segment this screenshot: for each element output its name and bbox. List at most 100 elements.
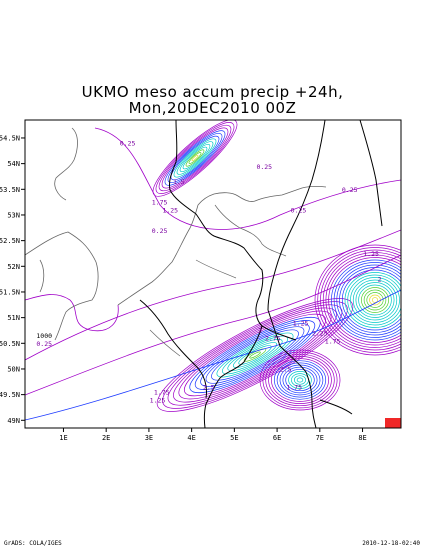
y-tick-label: 52.5N <box>0 237 20 245</box>
contour-label: 0.25 <box>152 227 168 235</box>
precip-contour <box>156 298 354 412</box>
y-tick-label: 50.5N <box>0 340 20 348</box>
precip-contour <box>200 323 310 387</box>
x-tick-label: 8E <box>358 434 366 442</box>
contour-label-layer: 0.250.250.250.250.250.2510001.751.51.251… <box>36 140 381 405</box>
precip-contour <box>328 257 401 343</box>
y-tick-label: 53N <box>7 211 20 219</box>
y-tick-label: 50N <box>7 365 20 373</box>
precip-contour <box>273 360 327 400</box>
precip-contour <box>185 149 205 167</box>
precip-contour <box>268 356 332 404</box>
y-tick-label: 52N <box>7 263 20 271</box>
island-coast <box>39 127 78 293</box>
map-title-line2: Mon,20DEC2010 00Z <box>128 99 297 117</box>
precip-contour <box>182 146 208 170</box>
precip-contour <box>293 375 307 385</box>
precip-contour <box>178 310 332 400</box>
precip-contour <box>331 259 401 341</box>
precip-contour <box>282 366 318 394</box>
contour-label: 0.25 <box>120 140 136 148</box>
precip-contour <box>371 297 379 303</box>
precip-contour <box>325 254 401 346</box>
y-tick-label: 54N <box>7 160 20 168</box>
precip-contour <box>352 279 398 321</box>
precip-contour <box>164 130 226 186</box>
y-tick-label: 49N <box>7 417 20 425</box>
precip-contour <box>347 274 401 326</box>
precip-contour <box>162 301 348 409</box>
precip-contour <box>161 127 229 189</box>
y-tick-label: 54.5N <box>0 134 20 142</box>
contour-label: 1.75 <box>325 337 341 345</box>
map-frame <box>24 119 402 429</box>
precip-contour <box>363 289 387 311</box>
coastline <box>25 185 327 341</box>
precip-contour <box>25 229 401 361</box>
precip-contour <box>25 254 401 396</box>
x-tick-label: 2E <box>102 434 110 442</box>
precip-contour <box>183 313 327 397</box>
x-tick-label: 5E <box>230 434 238 442</box>
precip-contour <box>361 287 389 313</box>
precip-contour <box>205 326 305 384</box>
y-tick-label: 51N <box>7 314 20 322</box>
contour-label: 1.25 <box>162 206 178 214</box>
x-tick-label: 3E <box>145 434 153 442</box>
precip-contour <box>355 282 395 318</box>
contour-label: 2.5 <box>203 384 215 392</box>
map-frame-bg <box>25 120 401 428</box>
precip-contour <box>336 264 401 336</box>
x-axis-ticks: 1E 2E 3E 4E 5E 6E 7E 8E <box>59 428 367 442</box>
precip-contour <box>176 141 214 175</box>
precip-contour <box>249 351 261 359</box>
precip-contour <box>188 152 202 164</box>
precip-contour <box>216 332 294 378</box>
precip-contour <box>358 284 392 316</box>
precip-contour <box>221 335 289 375</box>
precip-contour <box>238 345 272 365</box>
contour-label: 2.25 <box>312 330 328 338</box>
precip-contour <box>158 124 232 192</box>
contour-label: 0.25 <box>342 186 358 194</box>
contour-label: 0.25 <box>256 163 272 171</box>
precip-max-patch <box>385 418 401 428</box>
precip-contour <box>155 122 235 194</box>
precip-contour <box>232 342 278 368</box>
precip-contour <box>25 294 119 332</box>
contour-label: 1.25 <box>150 396 166 404</box>
x-tick-label: 7E <box>316 434 324 442</box>
x-tick-label: 1E <box>59 434 67 442</box>
precip-contour <box>25 289 401 421</box>
contour-label: 1000 <box>36 332 52 340</box>
contour-label: 1.75 <box>152 199 168 207</box>
precip-contour <box>211 329 299 381</box>
contour-label: 3 <box>258 327 262 335</box>
precip-contour <box>350 277 400 323</box>
precip-contour <box>265 353 335 407</box>
inland-lines <box>149 204 287 357</box>
contour-label: 2.75 <box>265 335 281 343</box>
precip-contour <box>262 351 338 409</box>
precip-contour <box>271 358 329 402</box>
contour-label: 1.75 <box>154 389 170 397</box>
contour-label: 1.25 <box>293 319 309 327</box>
contour-label: 2 <box>378 276 382 284</box>
y-tick-label: 53.5N <box>0 186 20 194</box>
precip-contour <box>341 269 401 331</box>
precip-contour <box>344 272 401 328</box>
y-axis-ticks: 54.5N 54N 53.5N 53N 52.5N 52N 51.5N 51N 50.5N 50N… <box>0 134 25 425</box>
precip-contour <box>170 135 220 181</box>
precip-contour <box>320 249 401 351</box>
x-tick-label: 4E <box>187 434 195 442</box>
precip-contour-bands <box>25 120 401 428</box>
contour-label: 0.25 <box>291 206 307 214</box>
precip-contour <box>189 316 321 394</box>
contour-label: 2.5 <box>280 366 292 374</box>
contour-label: 1.75 <box>286 384 302 392</box>
precip-contour <box>333 262 401 338</box>
national-border <box>139 120 383 428</box>
precip-contour <box>276 362 324 398</box>
footer-timestamp: 2010-12-18-02:40 <box>362 540 420 547</box>
